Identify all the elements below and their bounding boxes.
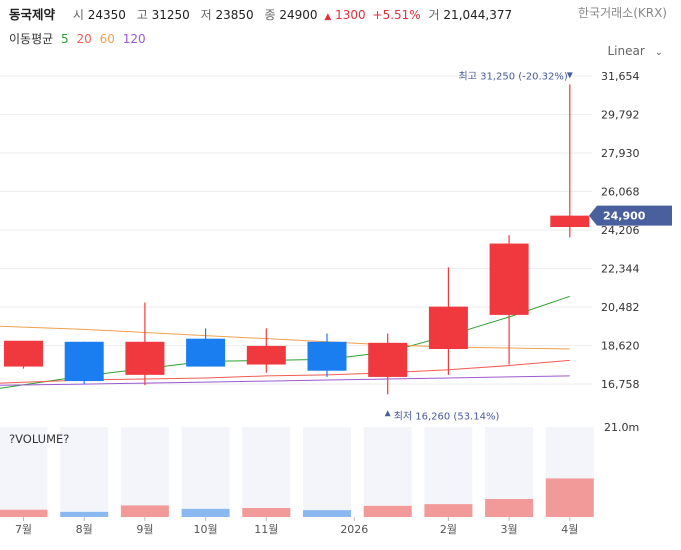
candle-body [125, 341, 165, 375]
low-label: 저 [200, 8, 212, 22]
y-tick-label: 31,654 [601, 70, 640, 83]
candle-body [64, 341, 104, 382]
y-tick-label: 27,930 [601, 147, 640, 160]
candle-body [428, 306, 468, 350]
change-arrow-icon: ▲ [324, 12, 332, 22]
x-tick-label: 2026 [340, 523, 368, 536]
current-price-tag [589, 205, 672, 226]
max-annotation: 최고 31,250 (-20.32%) [459, 70, 568, 82]
volume-bar [120, 505, 169, 517]
open-value: 24350 [87, 8, 126, 22]
current-price-label: 24,900 [603, 210, 646, 223]
x-axis: 7월 8월 9월 10월 11월 2026 2월 3월 4월 [15, 517, 578, 536]
ma-5[interactable]: 5 [61, 32, 69, 46]
close-value: 24900 [279, 8, 318, 22]
volume-tick-label: 21.0m [604, 421, 639, 434]
x-tick-label: 10월 [194, 523, 218, 536]
change-value: 1300 [335, 8, 366, 22]
volume-panel: 21.0m [0, 421, 639, 517]
ma-60[interactable]: 60 [99, 32, 115, 46]
y-tick-label: 29,792 [601, 109, 640, 122]
x-tick-label: 8월 [76, 523, 93, 536]
min-annotation: 최저 16,260 (53.14%) [394, 410, 500, 422]
volume-slot [363, 427, 412, 517]
ma-20[interactable]: 20 [76, 32, 92, 46]
ma-line-60 [0, 325, 570, 350]
max-marker-icon [566, 72, 573, 79]
volume-bar [181, 508, 230, 517]
ma-line-120 [0, 375, 570, 386]
volume-slot [60, 427, 109, 517]
volume-bar [545, 478, 594, 517]
moving-average-legend: 이동평균 5 20 60 120 [9, 30, 146, 47]
volume-slot [303, 427, 351, 517]
candles [4, 84, 590, 395]
x-tick-label: 3월 [501, 523, 518, 536]
exchange-name: 한국거래소(KRX) [578, 6, 667, 20]
volume-bar [303, 510, 351, 517]
volume-slot [120, 427, 169, 517]
candle-body [4, 340, 43, 367]
quote-header: 동국제약 시 24350 고 31250 저 23850 종 24900 ▲ 1… [9, 4, 515, 23]
grid-lines [0, 75, 592, 385]
y-tick-label: 24,206 [601, 224, 640, 237]
y-tick-label: 20,482 [601, 301, 640, 314]
ma-line-5 [0, 295, 570, 389]
candle-body [550, 215, 590, 228]
candle-body [307, 341, 347, 371]
scale-label: Linear [607, 44, 645, 58]
ma-line-20 [0, 359, 570, 384]
volume-bar [485, 499, 534, 517]
y-axis: 31,654 29,792 27,930 26,068 24,206 22,344 20,4… [601, 70, 640, 391]
candle-body [186, 338, 226, 367]
x-tick-label: 7월 [15, 523, 32, 536]
y-tick-label: 22,344 [601, 263, 640, 276]
candle-body [368, 342, 408, 377]
scale-selector[interactable]: Linear ⌄ [607, 44, 663, 58]
volume-bar [242, 508, 291, 517]
volume-value: 21,044,377 [443, 8, 513, 22]
chevron-down-icon: ⌄ [654, 47, 663, 58]
candle-body [246, 345, 286, 365]
x-tick-label: 9월 [136, 523, 153, 536]
volume-bar [363, 505, 412, 517]
volume-bar [60, 511, 109, 517]
x-tick-label: 4월 [561, 523, 578, 536]
y-tick-label: 26,068 [601, 186, 640, 199]
low-value: 23850 [215, 8, 254, 22]
close-label: 종 [264, 8, 276, 22]
y-tick-label: 18,620 [601, 340, 640, 353]
stock-name: 동국제약 [9, 7, 56, 22]
candle-body [489, 243, 529, 315]
volume-label: 거 [428, 8, 440, 22]
x-tick-label: 11월 [254, 523, 278, 536]
volume-bar [0, 509, 48, 517]
volume-bar [424, 504, 473, 517]
open-label: 시 [72, 8, 84, 22]
volume-slot [242, 427, 291, 517]
volume-slot [181, 427, 230, 517]
min-marker-icon [384, 410, 391, 417]
moving-average-lines [0, 295, 570, 389]
ma-120[interactable]: 120 [122, 32, 146, 46]
volume-slot [424, 427, 473, 517]
x-tick-label: 2월 [440, 523, 457, 536]
high-value: 31250 [151, 8, 190, 22]
change-percent: +5.51% [372, 8, 421, 22]
annotations: 최고 31,250 (-20.32%) 최저 16,260 (53.14%) 24,… [384, 70, 672, 422]
volume-slot [0, 427, 48, 517]
volume-title: ?VOLUME? [9, 432, 70, 446]
high-label: 고 [136, 8, 148, 22]
ma-label: 이동평균 [9, 32, 54, 46]
y-tick-label: 16,758 [601, 378, 640, 391]
